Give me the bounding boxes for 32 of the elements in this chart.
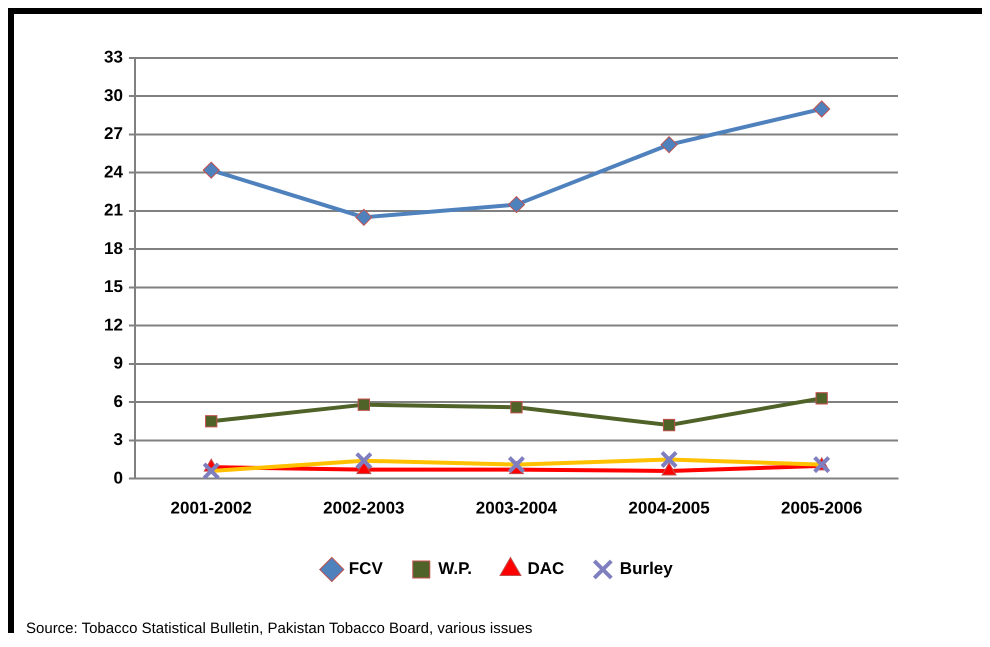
y-tick-label: 30 [104, 86, 123, 105]
point [660, 136, 678, 154]
point [202, 162, 220, 179]
point [358, 398, 370, 411]
point [205, 415, 218, 428]
x-tick-label: 2005-2006 [781, 498, 862, 518]
y-tick-label: 3 [113, 430, 123, 450]
y-tick-label: 27 [104, 124, 123, 144]
y-tick-label: 6 [113, 392, 123, 411]
y-tick-label: 12 [104, 315, 123, 334]
legend-label: DAC [527, 559, 564, 578]
legend-label: Burley [620, 559, 674, 578]
y-tick-label: 24 [104, 162, 124, 182]
y-tick-label: 18 [104, 238, 123, 258]
y-tick-label: 33 [104, 48, 123, 67]
y-tick-label: 9 [113, 354, 123, 373]
x-tick-label: 2004-2005 [628, 498, 710, 518]
y-tick-label: 21 [104, 200, 123, 220]
x-tick-label: 2002-2003 [323, 498, 404, 518]
point [508, 196, 525, 214]
point [510, 401, 523, 414]
point [813, 100, 830, 118]
source-note: Source: Tobacco Statistical Bulletin, Pakistan Tobacco Board, various issues [26, 620, 532, 637]
x-tick-label: 2001-2002 [170, 498, 252, 518]
y-tick-label: 15 [104, 277, 123, 296]
y-tick-label: 0 [113, 468, 123, 488]
point [662, 418, 676, 432]
point [816, 392, 828, 404]
x-tick-label: 2003-2004 [476, 498, 558, 518]
legend-label: W.P. [438, 559, 472, 578]
legend-label: FCV [348, 559, 384, 578]
point [355, 208, 372, 226]
